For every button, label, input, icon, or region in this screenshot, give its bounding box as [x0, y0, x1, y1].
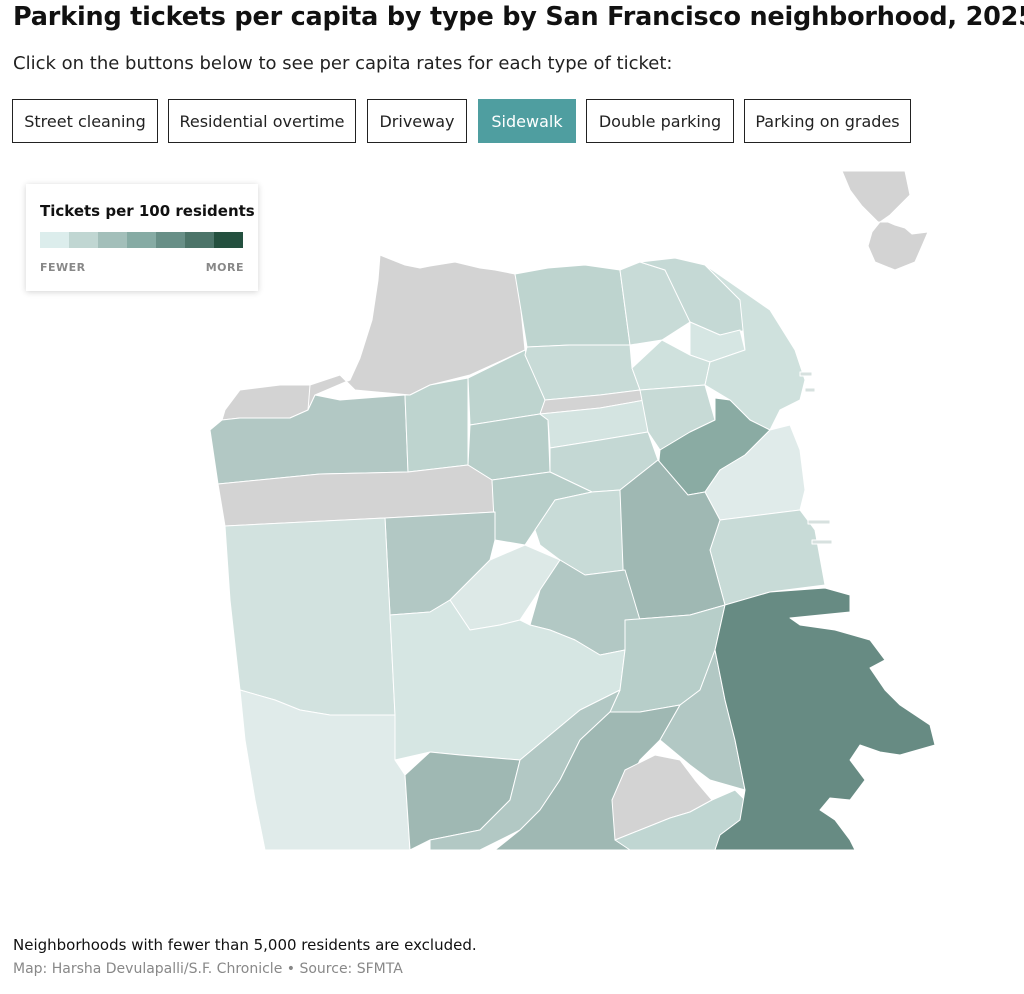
legend-title: Tickets per 100 residents — [40, 202, 255, 220]
legend-swatch — [156, 232, 185, 248]
neighborhood-map — [209, 170, 936, 851]
neighborhood-treasure-island[interactable] — [841, 170, 929, 271]
legend-swatch — [69, 232, 98, 248]
legend-swatch — [214, 232, 243, 248]
street-cleaning-button[interactable]: Street cleaning — [12, 99, 158, 143]
neighborhood-marina[interactable] — [514, 264, 631, 348]
legend-swatch — [40, 232, 69, 248]
legend-swatch — [185, 232, 214, 248]
legend-high-label: MORE — [205, 261, 244, 274]
bay-pier — [811, 539, 833, 545]
neighborhood-visitacion-valley[interactable] — [614, 789, 746, 851]
source-credit: Map: Harsha Devulapalli/S.F. Chronicle •… — [13, 961, 403, 977]
driveway-button[interactable]: Driveway — [367, 99, 467, 143]
page-title: Parking tickets per capita by type by Sa… — [13, 2, 1024, 32]
neighborhood-outer-sunset[interactable] — [224, 517, 396, 716]
instructions-text: Click on the buttons below to see per ca… — [13, 53, 673, 74]
neighborhood-lone-mountain[interactable] — [467, 413, 551, 481]
legend-swatch — [98, 232, 127, 248]
neighborhood-bayview-hunters-point[interactable] — [714, 587, 936, 851]
neighborhood-lakeshore[interactable] — [239, 689, 411, 851]
sidewalk-button[interactable]: Sidewalk — [478, 99, 576, 143]
footnote: Neighborhoods with fewer than 5,000 resi… — [13, 936, 477, 954]
residential-overtime-button[interactable]: Residential overtime — [168, 99, 356, 143]
parking-on-grades-button[interactable]: Parking on grades — [744, 99, 911, 143]
legend-color-scale — [40, 232, 243, 248]
double-parking-button[interactable]: Double parking — [586, 99, 734, 143]
bay-pier — [799, 371, 813, 377]
bay-pier — [804, 387, 816, 393]
legend-low-label: FEWER — [40, 261, 86, 274]
legend-swatch — [127, 232, 156, 248]
bay-pier — [807, 519, 831, 525]
map-legend: Tickets per 100 residents FEWER MORE — [26, 184, 258, 291]
neighborhood-presidio[interactable] — [221, 254, 526, 421]
